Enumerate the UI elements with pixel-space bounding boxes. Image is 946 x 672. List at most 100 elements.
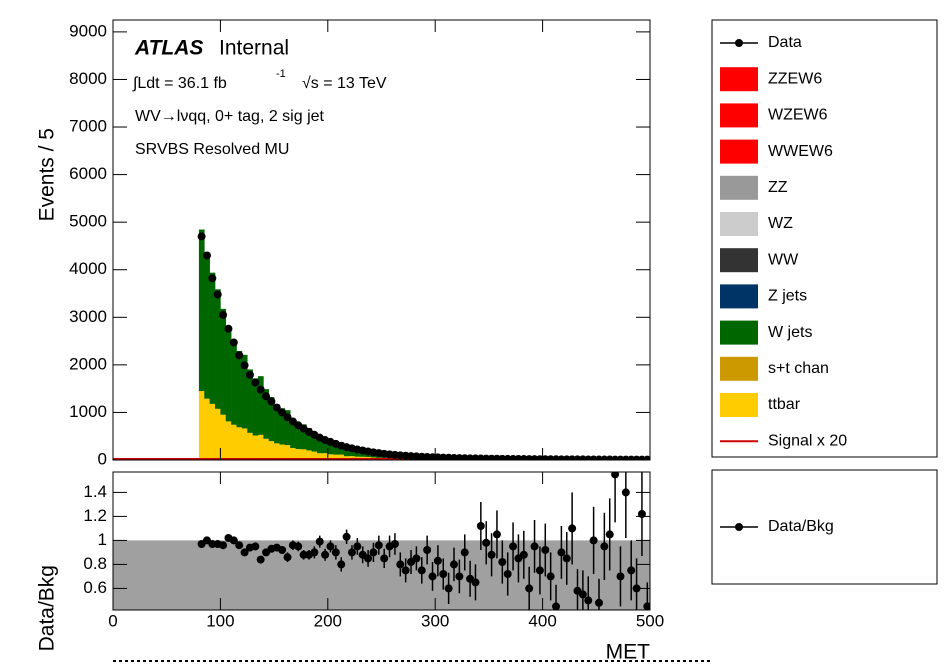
ratio-point	[616, 572, 625, 581]
y-tick-label: 2000	[69, 354, 107, 373]
legend-label: Data/Bkg	[768, 518, 834, 535]
x-tick-label: 0	[108, 611, 117, 630]
stack-bar	[300, 424, 307, 450]
legend-swatch	[720, 103, 758, 128]
stack-bar	[263, 438, 270, 460]
data-point	[224, 324, 233, 333]
y-tick-label: 1.4	[83, 482, 107, 501]
stack-bar	[274, 404, 280, 444]
legend-label: Z jets	[768, 288, 807, 305]
stack-bar	[327, 440, 334, 455]
legend-label: Data	[768, 34, 802, 51]
internal-label: Internal	[219, 37, 289, 60]
ratio-point	[364, 554, 373, 563]
ratio-point	[568, 524, 577, 533]
stack-bar	[327, 454, 334, 460]
ratio-point	[423, 546, 432, 554]
ratio-point	[471, 578, 480, 587]
data-point	[245, 370, 254, 379]
ratio-point	[337, 560, 346, 569]
energy-label: √s = 13 TeV	[302, 75, 387, 92]
stack-bar	[209, 272, 216, 404]
ratio-point	[498, 558, 507, 566]
stack-bar	[322, 437, 329, 454]
stack-bar	[333, 454, 339, 460]
ratio-point	[541, 546, 550, 554]
ratio-point	[235, 541, 244, 550]
legend-swatch	[720, 284, 758, 309]
stack-bar	[311, 431, 318, 452]
ratio-point	[331, 548, 340, 557]
stack-bar	[274, 443, 280, 460]
x-tick-label: 200	[314, 611, 342, 630]
legend-swatch	[720, 320, 758, 345]
ratio-point	[390, 540, 399, 548]
stack-bar	[257, 434, 264, 460]
y-tick-label: 3000	[69, 307, 107, 326]
legend-label: W jets	[768, 324, 812, 341]
ratio-point	[643, 602, 650, 610]
ratio-point	[509, 542, 518, 551]
stack-bar	[284, 410, 291, 446]
ratio-y-axis-label: Data/Bkg	[36, 565, 59, 651]
ratio-point	[503, 570, 512, 578]
ratio-legend-box	[711, 469, 938, 585]
stack-bar	[215, 408, 221, 460]
y-tick-label: 1	[98, 530, 107, 549]
x-tick-label: 400	[528, 611, 556, 630]
ratio-point	[487, 550, 496, 559]
stack-bar	[295, 449, 302, 460]
stack-bar	[268, 397, 275, 442]
stack-bar	[279, 408, 286, 445]
x-tick-label: 300	[421, 611, 449, 630]
ratio-point	[433, 556, 442, 565]
data-point	[283, 413, 292, 422]
ratio-point	[444, 584, 453, 593]
ratio-point	[396, 560, 405, 569]
ratio-point	[600, 542, 609, 551]
ratio-point	[401, 566, 410, 575]
data-point	[643, 455, 650, 460]
lumi-exp: -1	[276, 68, 286, 80]
ratio-point	[611, 472, 620, 479]
legend-label: ttbar	[768, 396, 801, 413]
ratio-point	[482, 538, 491, 547]
stack-bar	[257, 376, 264, 435]
y-tick-label: 0.6	[83, 578, 107, 597]
data-point	[272, 403, 281, 412]
stack-bar	[247, 432, 253, 460]
ratio-point	[428, 572, 437, 581]
stack-bar	[236, 427, 243, 460]
legend-swatch	[720, 248, 758, 273]
legend-label: s+t chan	[768, 360, 829, 377]
y-tick-label: 6000	[69, 164, 107, 183]
legend-label: Signal x 20	[768, 432, 847, 449]
y-tick-label: 1000	[69, 402, 107, 421]
stack-bar	[290, 447, 296, 460]
stack-bar	[295, 423, 302, 450]
data-point	[229, 338, 238, 347]
stack-bar	[220, 308, 227, 415]
legend-box	[711, 19, 938, 458]
data-point	[251, 378, 260, 387]
ratio-point	[380, 554, 389, 563]
legend-marker	[735, 39, 743, 47]
ratio-point	[374, 541, 383, 550]
ratio-point	[455, 572, 464, 581]
stack-bar	[204, 398, 210, 460]
y-tick-label: 4000	[69, 259, 107, 278]
legend-marker	[735, 523, 743, 531]
data-point	[197, 232, 206, 241]
ratio-point	[562, 554, 571, 563]
y-tick-label: 7000	[69, 117, 107, 136]
x-tick-label: 500	[636, 611, 664, 630]
stack-bar	[231, 424, 237, 460]
ratio-point	[439, 570, 448, 578]
main-frame	[112, 19, 651, 461]
data-point	[202, 251, 211, 260]
ratio-point	[219, 541, 228, 550]
legend-label: WWEW6	[768, 143, 833, 160]
stack-bar	[317, 453, 323, 460]
x-tick-label: 100	[206, 611, 234, 630]
ratio-point	[315, 537, 324, 546]
